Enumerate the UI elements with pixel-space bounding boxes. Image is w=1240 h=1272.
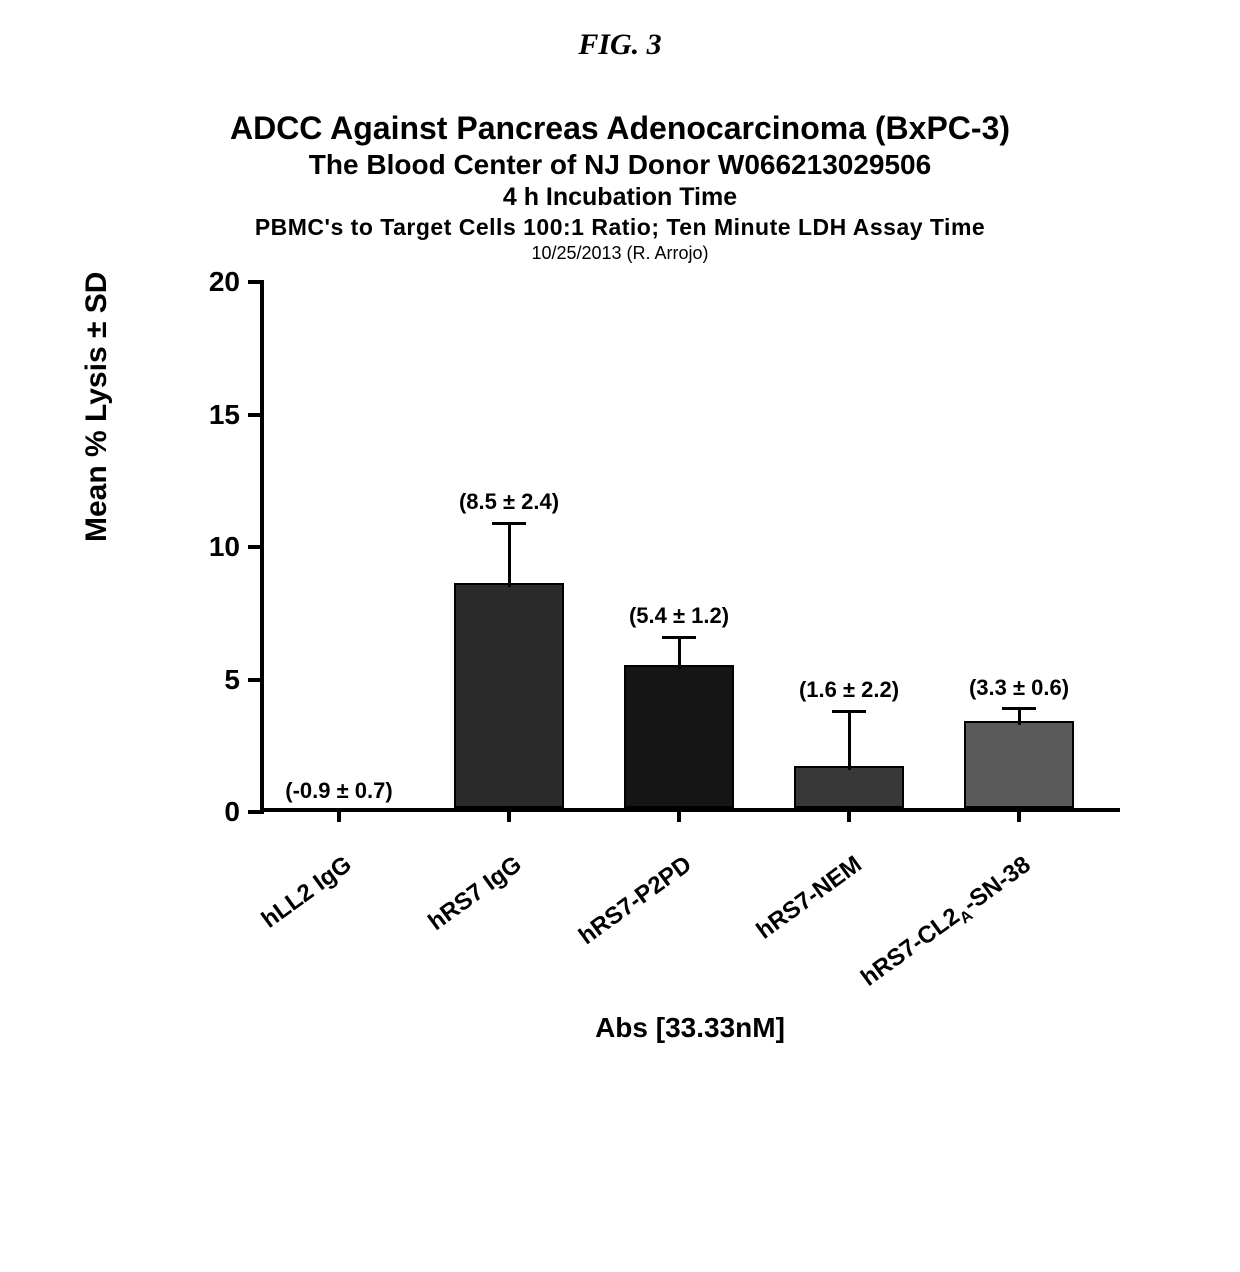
x-tick-label: hRS7 IgG (333, 851, 527, 1003)
x-tick-label: hRS7-P2PD (503, 851, 697, 1003)
y-tick (248, 413, 264, 417)
x-tick (1017, 808, 1021, 822)
y-tick-label: 10 (209, 531, 240, 563)
error-bar-line (1018, 709, 1021, 725)
y-tick (248, 280, 264, 284)
bar (454, 583, 564, 808)
title-sub3: PBMC's to Target Cells 100:1 Ratio; Ten … (0, 214, 1240, 241)
x-tick (507, 808, 511, 822)
error-bar-cap (832, 710, 866, 713)
figure-label: FIG. 3 (0, 28, 1240, 62)
title-sub2: 4 h Incubation Time (0, 183, 1240, 212)
x-tick-label: hRS7-NEM (673, 851, 867, 1003)
title-main: ADCC Against Pancreas Adenocarcinoma (Bx… (0, 110, 1240, 147)
bar-value-label: (1.6 ± 2.2) (779, 677, 919, 703)
x-tick (847, 808, 851, 822)
y-tick (248, 810, 264, 814)
x-axis-label: Abs [33.33nM] (260, 1012, 1120, 1044)
bar (624, 665, 734, 808)
bar-value-label: (-0.9 ± 0.7) (269, 778, 409, 804)
y-tick (248, 545, 264, 549)
bar-value-label: (3.3 ± 0.6) (949, 675, 1089, 701)
title-sub4: 10/25/2013 (R. Arrojo) (0, 243, 1240, 264)
error-bar-cap (1002, 707, 1036, 710)
bar-value-label: (8.5 ± 2.4) (439, 489, 579, 515)
x-tick-label: hRS7-CL2A-SN-38 (842, 851, 1039, 1006)
y-tick-label: 20 (209, 266, 240, 298)
y-tick-label: 0 (224, 796, 240, 828)
chart-area: Mean % Lysis ± SD 05101520(-0.9 ± 0.7)hL… (90, 282, 1150, 1082)
x-tick (677, 808, 681, 822)
error-bar-cap (492, 522, 526, 525)
error-bar-cap (662, 636, 696, 639)
y-tick (248, 678, 264, 682)
bar-value-label: (5.4 ± 1.2) (609, 603, 749, 629)
y-axis-label: Mean % Lysis ± SD (80, 272, 114, 542)
plot-region: 05101520(-0.9 ± 0.7)hLL2 IgG(8.5 ± 2.4)h… (260, 282, 1120, 812)
error-bar-line (848, 711, 851, 769)
bar (964, 721, 1074, 808)
bar (794, 766, 904, 808)
title-sub1: The Blood Center of NJ Donor W0662130295… (0, 149, 1240, 181)
error-bar-line (678, 637, 681, 669)
y-tick-label: 15 (209, 399, 240, 431)
x-tick-label: hLL2 IgG (163, 851, 357, 1003)
title-block: ADCC Against Pancreas Adenocarcinoma (Bx… (0, 110, 1240, 264)
error-bar-line (508, 523, 511, 587)
y-tick-label: 5 (224, 664, 240, 696)
x-tick (337, 808, 341, 822)
